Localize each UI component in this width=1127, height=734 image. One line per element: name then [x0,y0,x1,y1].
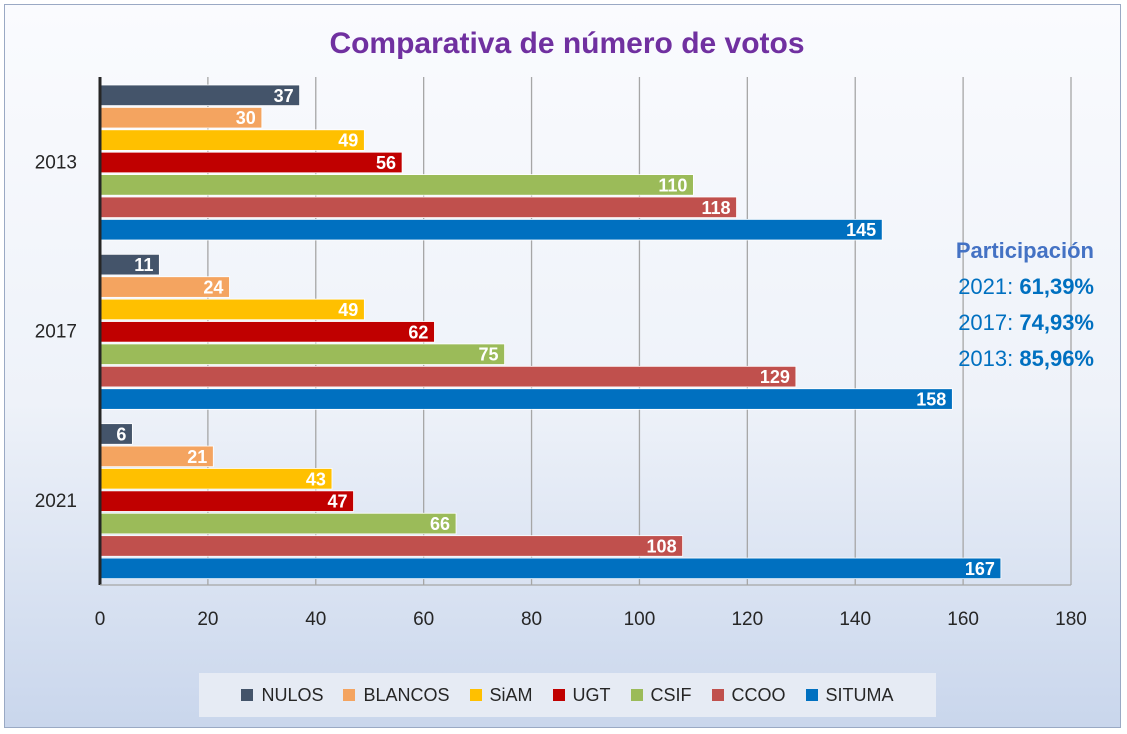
legend-swatch [630,689,643,701]
participation-value: 85,96% [1019,346,1094,371]
bar-csif-2017 [99,343,505,365]
x-tick-label: 180 [1055,609,1087,630]
x-tick-label: 60 [413,609,434,630]
legend-swatch [805,689,818,701]
chart-legend: NULOS BLANCOS SiAM UGT CSIF CCOO SITUMA [199,673,936,717]
data-label: 49 [338,300,358,320]
legend-label: CSIF [650,684,692,705]
data-label: 30 [236,108,256,128]
participation-year: 2013: [958,346,1014,371]
bar-ccoo-2013 [99,196,737,219]
bar-situma-2021 [99,557,1002,580]
legend-label: BLANCOS [363,684,450,705]
legend-item-ccoo: CCOO [711,684,786,706]
bars [99,84,1002,580]
participation-row-2017: 2017: 74,93% [956,305,1094,341]
bar-siam-2013 [99,129,365,151]
bar-nulos-2013 [99,84,300,107]
x-tick-label: 140 [839,609,871,630]
data-label: 110 [658,175,687,195]
data-label: 118 [701,198,730,218]
y-category-label: 2021 [35,491,77,512]
participation-title: Participación [955,238,1094,263]
participation-row-2021: 2021: 61,39% [956,269,1094,305]
legend-label: UGT [572,684,611,705]
data-label: 62 [408,322,428,342]
participation-row-2013: 2013: 85,96% [956,341,1094,377]
participation-annotation: Participación 2021: 61,39% 2017: 74,93% … [956,233,1094,377]
chart-title: Comparativa de número de votos [329,27,804,60]
data-label: 167 [965,559,995,579]
bar-situma-2013 [99,218,883,241]
data-label: 56 [376,153,396,173]
x-tick-label: 0 [95,609,106,630]
data-label: 66 [430,514,450,534]
bar-siam-2021 [99,468,333,490]
legend-item-situma: SITUMA [805,684,894,706]
axes: 0 20 40 60 80 100 120 140 160 180 2013 2017 2021 [35,77,1087,630]
data-label: 47 [328,492,348,512]
x-tick-label: 120 [731,609,763,630]
legend-label: SiAM [489,684,533,705]
legend-item-siam: SiAM [469,684,533,706]
bar-ugt-2013 [99,151,403,174]
legend-swatch [343,689,356,701]
bar-ccoo-2021 [99,535,683,557]
data-label: 11 [134,255,153,275]
x-tick-label: 20 [197,609,218,630]
legend-item-ugt: UGT [552,684,611,706]
legend-label: NULOS [261,684,324,705]
y-category-label: 2017 [35,322,77,343]
data-label: 6 [116,424,126,444]
legend-label: CCOO [731,684,786,705]
y-category-label: 2013 [35,152,77,173]
bar-ugt-2017 [99,321,435,343]
participation-value: 61,39% [1019,274,1094,299]
data-labels: 37 30 49 56 110 118 145 11 24 49 62 75 129 158 6 21 4347… [116,86,995,579]
data-label: 49 [338,131,358,151]
bar-csif-2013 [99,174,694,196]
bar-situma-2017 [99,388,953,410]
legend-item-csif: CSIF [630,684,692,706]
legend-swatch [469,689,482,701]
x-tick-label: 100 [624,609,656,630]
bar-chart: Comparativa de número de votos 37 30 49 56 1… [35,27,1087,630]
legend-item-blancos: BLANCOS [343,684,450,706]
legend-swatch [552,689,565,701]
data-label: 37 [274,86,294,106]
data-label: 43 [306,469,326,489]
data-label: 158 [916,390,946,410]
legend-label: SITUMA [825,684,894,705]
chart-frame: Comparativa de número de votos 37 30 49 56 1… [4,4,1121,728]
legend-swatch [241,689,254,701]
data-label: 24 [203,278,223,298]
data-label: 129 [760,367,790,387]
x-tick-label: 80 [521,609,542,630]
data-label: 21 [187,447,207,467]
data-label: 108 [647,536,677,556]
data-label: 145 [846,220,876,240]
participation-year: 2021: [958,274,1014,299]
bar-ccoo-2017 [99,365,797,388]
participation-year: 2017: [958,310,1014,335]
legend-swatch [711,689,724,701]
participation-value: 74,93% [1019,310,1094,335]
bar-ugt-2021 [99,490,354,512]
data-label: 75 [479,345,499,365]
legend-item-nulos: NULOS [241,685,323,706]
x-tick-label: 40 [305,609,326,630]
x-tick-label: 160 [947,609,979,630]
bar-siam-2017 [99,298,365,321]
bar-csif-2021 [99,512,457,535]
